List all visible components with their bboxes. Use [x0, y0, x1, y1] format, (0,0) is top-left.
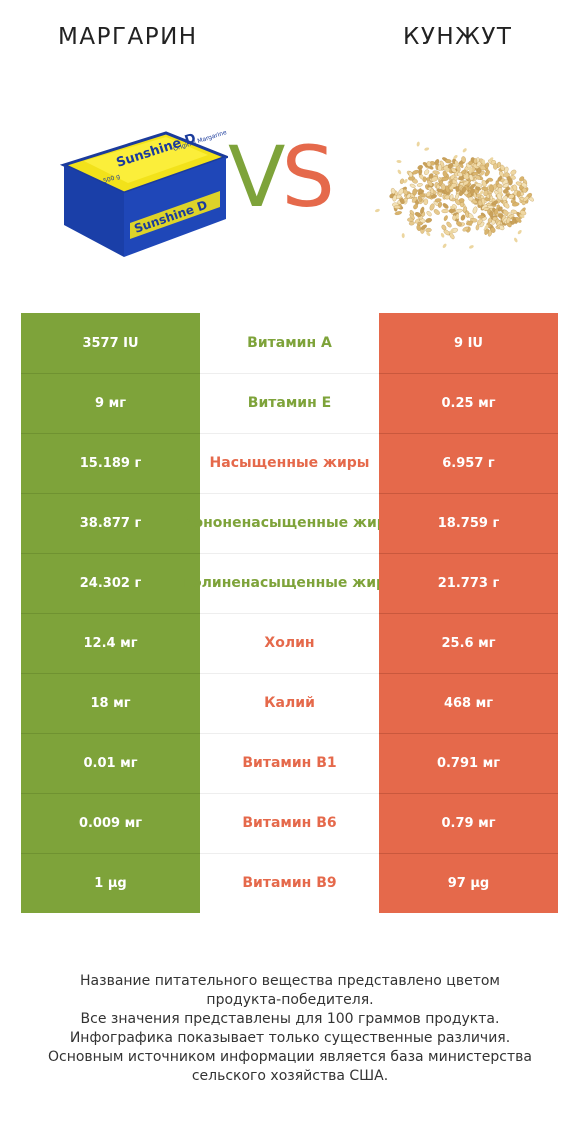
row-divider	[21, 373, 200, 374]
left-value-cell: 24.302 г	[21, 553, 200, 613]
row-divider	[200, 793, 379, 794]
footer-note: Название питательного вещества представл…	[20, 972, 560, 1086]
row-divider	[21, 613, 200, 614]
row-divider	[200, 733, 379, 734]
right-value-cell: 21.773 г	[379, 553, 558, 613]
footer-line: Инфографика показывает только существенн…	[69, 1030, 511, 1046]
left-value-cell: 38.877 г	[21, 493, 200, 553]
nutrient-name-cell: Витамин B1	[200, 733, 379, 793]
left-value-cell: 1 µg	[21, 853, 200, 913]
row-divider	[200, 553, 379, 554]
left-value-cell: 0.009 мг	[21, 793, 200, 853]
row-divider	[379, 793, 558, 794]
table-row: 0.01 мг Витамин B1 0.791 мг	[21, 733, 558, 793]
table-row: 38.877 г Мононенасыщенные жиры 18.759 г	[21, 493, 558, 553]
nutrient-name-cell: Витамин A	[200, 313, 379, 373]
row-divider	[379, 613, 558, 614]
row-divider	[379, 373, 558, 374]
nutrient-name-cell: Холин	[200, 613, 379, 673]
nutrient-name-cell: Витамин B9	[200, 853, 379, 913]
right-value-cell: 468 мг	[379, 673, 558, 733]
right-value-cell: 18.759 г	[379, 493, 558, 553]
row-divider	[200, 433, 379, 434]
row-divider	[200, 613, 379, 614]
right-value-cell: 6.957 г	[379, 433, 558, 493]
nutrient-name-cell: Полиненасыщенные жиры	[180, 553, 399, 613]
left-value-cell: 18 мг	[21, 673, 200, 733]
right-value-cell: 0.25 мг	[379, 373, 558, 433]
sesame-image	[375, 141, 534, 249]
row-divider	[21, 853, 200, 854]
nutrient-name-cell: Мононенасыщенные жиры	[180, 493, 399, 553]
row-divider	[200, 673, 379, 674]
row-divider	[379, 493, 558, 494]
table-row: 15.189 г Насыщенные жиры 6.957 г	[21, 433, 558, 493]
nutrient-name-cell: Витамин B6	[200, 793, 379, 853]
table-row: 0.009 мг Витамин B6 0.79 мг	[21, 793, 558, 853]
row-divider	[379, 673, 558, 674]
row-divider	[379, 433, 558, 434]
row-divider	[21, 793, 200, 794]
right-value-cell: 97 µg	[379, 853, 558, 913]
nutrient-name-cell: Калий	[200, 673, 379, 733]
right-value-cell: 0.791 мг	[379, 733, 558, 793]
footer-line: сельского хозяйства США.	[191, 1068, 389, 1084]
nutrient-name-cell: Насыщенные жиры	[200, 433, 379, 493]
row-divider	[200, 493, 379, 494]
right-value-cell: 9 IU	[379, 313, 558, 373]
left-value-cell: 12.4 мг	[21, 613, 200, 673]
left-product-title: МАРГАРИН	[58, 24, 198, 50]
footer-line: Основным источником информации является …	[48, 1049, 532, 1065]
nutrient-name-cell: Витамин E	[200, 373, 379, 433]
table-row: 12.4 мг Холин 25.6 мг	[21, 613, 558, 673]
vs-label: VS	[228, 135, 335, 219]
row-divider	[21, 553, 200, 554]
footer-line: Название питательного вещества представл…	[80, 973, 500, 989]
row-divider	[21, 733, 200, 734]
vs-v-letter: V	[228, 128, 286, 226]
row-divider	[379, 853, 558, 854]
row-divider	[200, 853, 379, 854]
left-value-cell: 9 мг	[21, 373, 200, 433]
table-row: 9 мг Витамин E 0.25 мг	[21, 373, 558, 433]
table-row: 18 мг Калий 468 мг	[21, 673, 558, 733]
right-product-title: КУНЖУТ	[403, 24, 513, 50]
row-divider	[379, 553, 558, 554]
footer-line: продукта-победителя.	[206, 992, 374, 1008]
table-row: 24.302 г Полиненасыщенные жиры 21.773 г	[21, 553, 558, 613]
right-value-cell: 25.6 мг	[379, 613, 558, 673]
row-divider	[21, 493, 200, 494]
left-value-cell: 0.01 мг	[21, 733, 200, 793]
left-value-cell: 3577 IU	[21, 313, 200, 373]
table-row: 1 µg Витамин B9 97 µg	[21, 853, 558, 913]
right-value-cell: 0.79 мг	[379, 793, 558, 853]
margarine-image: Sunshine D Original Margarine 500 g Suns…	[59, 129, 228, 257]
vs-s-letter: S	[281, 128, 334, 226]
row-divider	[21, 673, 200, 674]
row-divider	[379, 733, 558, 734]
row-divider	[21, 433, 200, 434]
left-value-cell: 15.189 г	[21, 433, 200, 493]
row-divider	[200, 373, 379, 374]
footer-line: Все значения представлены для 100 граммо…	[80, 1011, 500, 1027]
